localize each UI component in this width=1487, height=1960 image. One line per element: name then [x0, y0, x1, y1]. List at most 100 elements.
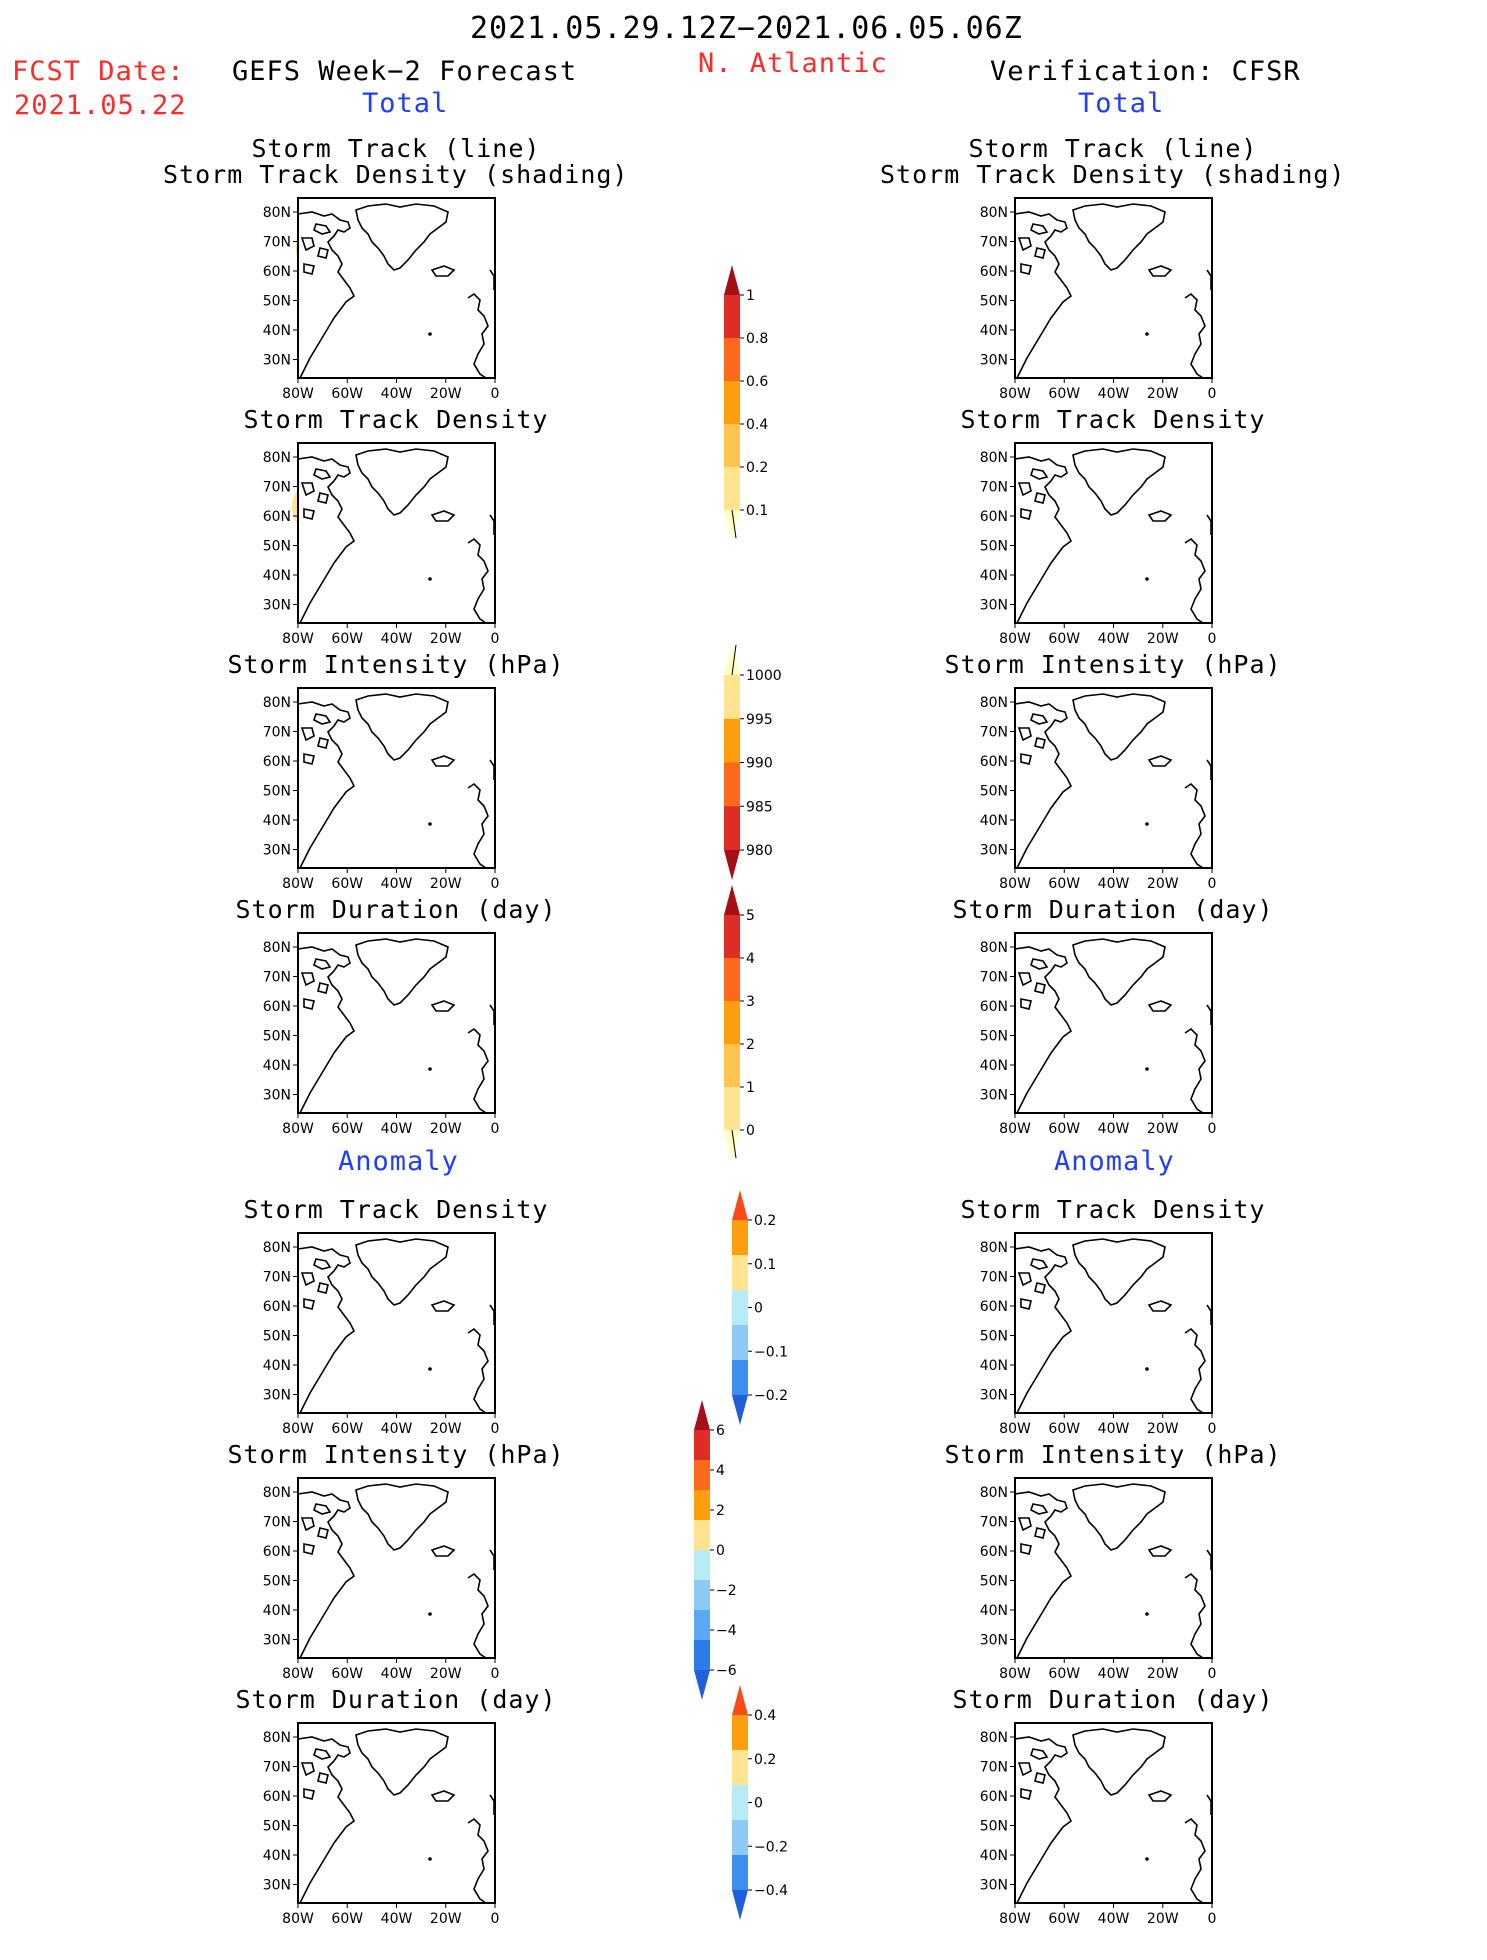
lon-label: 80W — [282, 386, 314, 402]
lon-label: 80W — [282, 1421, 314, 1437]
iceland-coast — [1147, 755, 1173, 767]
colorbar-band — [724, 338, 740, 382]
coastlines — [297, 448, 495, 624]
colorbar-cap-bottom — [724, 1130, 740, 1160]
colorbar-cap-top — [724, 265, 740, 295]
anomaly-left-label: Anomaly — [338, 1146, 459, 1177]
arctic-island — [313, 1748, 332, 1760]
azores-dot — [1145, 577, 1149, 581]
panel-subtitle: Storm Track Density (shading) — [163, 160, 629, 189]
scandinavia-coast — [489, 1004, 495, 1025]
arctic-island — [1034, 1282, 1046, 1294]
lon-label: 0 — [491, 1421, 500, 1437]
colorbar-label: 1 — [746, 1080, 755, 1096]
lon-label: 20W — [430, 631, 462, 647]
lat-label: 60N — [980, 1789, 1008, 1805]
colorbar-band — [732, 1325, 748, 1361]
lon-label: 60W — [331, 631, 363, 647]
azores-dot — [428, 1067, 432, 1071]
arctic-island — [1020, 753, 1032, 765]
lon-label: 60W — [1048, 876, 1080, 892]
map-frame — [297, 932, 496, 1114]
arctic-island — [313, 223, 332, 235]
europe-coast — [467, 292, 489, 379]
lon-label: 60W — [1048, 386, 1080, 402]
colorbar-band — [732, 1855, 748, 1891]
greenland-coast — [1072, 1238, 1166, 1306]
lat-label: 50N — [263, 1029, 291, 1045]
panel-title: Storm Intensity (hPa) — [227, 650, 565, 679]
lon-label: 0 — [1208, 386, 1217, 402]
azores-dot — [1145, 1367, 1149, 1371]
arctic-island — [300, 1517, 315, 1532]
map-canvas: 80N 70N 60N 50N 40N 30N 80W 60W 40W 20W 0 — [263, 1722, 499, 1927]
arctic-island — [1017, 237, 1032, 252]
arctic-island — [313, 713, 332, 725]
azores-dot — [428, 332, 432, 336]
left-column-title: GEFS Week−2 Forecast — [232, 56, 578, 87]
colorbar-label: 990 — [746, 756, 773, 772]
arctic-island — [1034, 492, 1046, 504]
iceland-coast — [1147, 510, 1173, 522]
north-america-coast — [1014, 1246, 1073, 1414]
europe-coast — [467, 1817, 489, 1904]
lon-label: 40W — [1098, 631, 1130, 647]
coastlines — [297, 1483, 495, 1659]
lat-label: 40N — [980, 813, 1008, 829]
lat-label: 40N — [980, 1603, 1008, 1619]
iceland-coast — [1147, 1000, 1173, 1012]
lat-label: 50N — [980, 784, 1008, 800]
panel-title: Storm Track Density — [960, 405, 1266, 434]
lat-label: 70N — [263, 725, 291, 741]
arctic-island — [317, 1527, 329, 1539]
lat-label: 60N — [263, 1544, 291, 1560]
lon-label: 0 — [1208, 1421, 1217, 1437]
lat-label: 80N — [980, 940, 1008, 956]
colorbar-label: 4 — [746, 951, 755, 967]
lon-label: 0 — [1208, 1911, 1217, 1927]
lon-label: 80W — [282, 1911, 314, 1927]
lat-label: 30N — [263, 1633, 291, 1649]
map-frame — [297, 687, 496, 869]
colorbar-density: 1 0.8 0.6 0.4 0.2 0.1 — [724, 265, 768, 540]
map-canvas: 80N 70N 60N 50N 40N 30N 80W 60W 40W 20W 0 — [980, 1477, 1216, 1682]
panel-subtitle: Storm Track Density (shading) — [880, 160, 1346, 189]
fcst-date: 2021.05.22 — [14, 90, 187, 121]
lat-label: 30N — [263, 843, 291, 859]
panel-title: Storm Intensity (hPa) — [944, 650, 1282, 679]
map-frame — [1014, 1477, 1213, 1659]
lat-label: 70N — [263, 1270, 291, 1286]
lon-label: 80W — [999, 1421, 1031, 1437]
lon-label: 20W — [1147, 1666, 1179, 1682]
colorbar-intensity: 1000 995 990 985 980 — [724, 644, 782, 880]
total-right-label: Total — [1078, 88, 1165, 119]
map-frame — [1014, 1722, 1213, 1904]
coastlines — [1014, 203, 1212, 379]
colorbar-label: 980 — [746, 843, 773, 859]
colorbar-cap-bottom — [724, 850, 740, 880]
colorbar-band — [694, 1610, 710, 1641]
azores-dot — [428, 1612, 432, 1616]
lat-label: 60N — [980, 1544, 1008, 1560]
lat-label: 60N — [980, 509, 1008, 525]
arctic-island — [1020, 508, 1032, 520]
arctic-island — [1017, 1272, 1032, 1287]
colorbar-band — [724, 718, 740, 763]
colorbar-label: −2 — [716, 1583, 737, 1599]
europe-coast — [467, 1027, 489, 1114]
lat-label: 60N — [980, 754, 1008, 770]
panel-title: Storm Duration (day) — [952, 895, 1274, 924]
map-canvas: 80N 70N 60N 50N 40N 30N 80W 60W 40W 20W 0 — [980, 1722, 1216, 1927]
panel-title: Storm Intensity (hPa) — [227, 1440, 565, 1469]
lon-label: 40W — [1098, 1911, 1130, 1927]
north-america-coast — [297, 456, 356, 624]
colorbar-band — [724, 381, 740, 425]
europe-coast — [467, 1572, 489, 1659]
scandinavia-coast — [1206, 269, 1212, 290]
greenland-coast — [1072, 448, 1166, 516]
iceland-coast — [430, 510, 456, 522]
lon-label: 40W — [381, 1911, 413, 1927]
lon-label: 40W — [381, 386, 413, 402]
colorbar-label: 6 — [716, 1423, 725, 1439]
lat-label: 60N — [980, 264, 1008, 280]
